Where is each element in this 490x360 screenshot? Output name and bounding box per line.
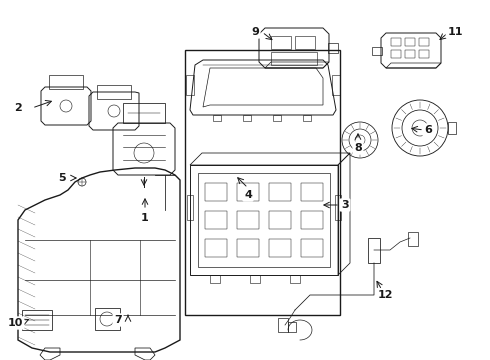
Bar [271, 36, 291, 49]
Text: 6: 6 [424, 125, 432, 135]
Text: 2: 2 [14, 103, 22, 113]
Bar [190, 165, 338, 275]
Bar [243, 115, 251, 121]
Bar [372, 47, 382, 55]
Bar [123, 103, 165, 123]
Bar [205, 183, 227, 201]
Bar [271, 52, 317, 65]
Bar [295, 36, 315, 49]
Bar [49, 75, 83, 89]
Bar [186, 75, 194, 95]
Bar [278, 318, 288, 332]
Text: 12: 12 [377, 290, 393, 300]
Bar [391, 50, 401, 58]
Bar [237, 239, 259, 257]
Bar [368, 238, 380, 263]
Text: 3: 3 [341, 200, 349, 210]
Bar [97, 85, 131, 99]
Bar [391, 38, 401, 46]
Text: 7: 7 [114, 315, 122, 325]
Bar [205, 239, 227, 257]
Text: 8: 8 [354, 143, 362, 153]
Bar [301, 239, 323, 257]
Bar [185, 50, 340, 315]
Bar [237, 183, 259, 201]
Text: 5: 5 [58, 173, 66, 183]
Bar [405, 50, 415, 58]
Bar [419, 50, 429, 58]
Bar [332, 75, 340, 95]
Bar [288, 322, 296, 332]
Bar [237, 211, 259, 229]
Bar [408, 232, 418, 246]
Bar [269, 211, 291, 229]
Bar [448, 122, 456, 134]
Bar [250, 275, 260, 283]
Bar [405, 38, 415, 46]
Bar [187, 195, 193, 220]
Bar [328, 43, 338, 53]
Text: 4: 4 [244, 190, 252, 200]
Bar [198, 173, 330, 267]
Bar [22, 310, 52, 330]
Bar [301, 183, 323, 201]
Bar [419, 38, 429, 46]
Bar [213, 115, 221, 121]
Bar [301, 211, 323, 229]
Text: 10: 10 [7, 318, 23, 328]
Bar [269, 183, 291, 201]
Text: 1: 1 [141, 213, 149, 223]
Bar [290, 275, 300, 283]
Text: 11: 11 [447, 27, 463, 37]
Bar [210, 275, 220, 283]
Bar [95, 308, 120, 330]
Bar [205, 211, 227, 229]
Bar [303, 115, 311, 121]
Bar [335, 195, 341, 220]
Text: 9: 9 [251, 27, 259, 37]
Bar [273, 115, 281, 121]
Bar [269, 239, 291, 257]
